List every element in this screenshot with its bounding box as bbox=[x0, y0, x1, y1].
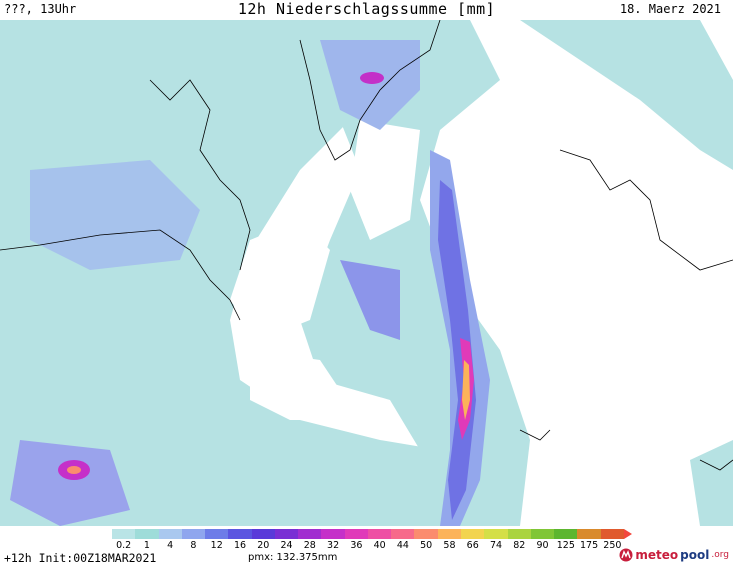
scale-label: 82 bbox=[513, 540, 526, 551]
precip-greenland bbox=[320, 40, 420, 130]
scale-label: 28 bbox=[303, 540, 316, 551]
scale-label: 16 bbox=[233, 540, 247, 551]
dry-area-2 bbox=[350, 120, 420, 240]
scale-swatch bbox=[530, 529, 555, 539]
scale-swatch bbox=[507, 529, 531, 539]
precip-storm-southwest bbox=[10, 440, 130, 526]
scale-swatch bbox=[391, 529, 415, 539]
logo-text-meteo: meteo bbox=[635, 548, 679, 562]
scale-label: 125 bbox=[556, 540, 575, 551]
scale-swatch bbox=[228, 529, 252, 539]
logo-text-org: .org bbox=[711, 550, 729, 560]
scale-label: 20 bbox=[257, 540, 270, 551]
scale-label: 58 bbox=[443, 540, 456, 551]
meteopool-logo[interactable]: meteo pool .org bbox=[619, 548, 729, 562]
scale-swatch bbox=[274, 529, 299, 539]
precip-field-southeast bbox=[690, 440, 733, 526]
scale-label: 12 bbox=[210, 540, 223, 551]
precip-scale-labels: 0.2 1 4 8 12 16 20 24 28 32 36 40 44 50 58 66 74 82 90 125 1… bbox=[112, 540, 632, 552]
logo-text-pool: pool bbox=[680, 548, 710, 562]
scale-label: 44 bbox=[396, 540, 409, 551]
scale-swatch bbox=[112, 529, 136, 539]
forecast-time-label: ???, 13Uhr bbox=[4, 2, 77, 16]
map-title: 12h Niederschlagssumme [mm] bbox=[237, 0, 496, 18]
scale-swatch bbox=[344, 529, 368, 539]
precip-field-west bbox=[0, 20, 450, 526]
scale-label: 1 bbox=[143, 540, 150, 551]
precip-field-east bbox=[520, 20, 733, 170]
scale-swatch bbox=[437, 529, 461, 539]
precipitation-map bbox=[0, 20, 733, 526]
scale-swatch bbox=[600, 529, 624, 539]
scale-swatch bbox=[135, 529, 159, 539]
logo-icon bbox=[619, 548, 633, 562]
scale-swatch bbox=[205, 529, 229, 539]
scale-label: 66 bbox=[466, 540, 479, 551]
max-precip-value: pmx: 132.375mm bbox=[248, 552, 338, 563]
scale-swatch bbox=[251, 529, 275, 539]
scale-swatch bbox=[298, 529, 322, 539]
scale-swatch bbox=[414, 529, 438, 539]
dry-area-4 bbox=[250, 350, 360, 420]
scale-label: 32 bbox=[327, 540, 340, 551]
precip-storm-central bbox=[340, 260, 400, 340]
coastlines bbox=[0, 20, 733, 471]
scale-label: 36 bbox=[350, 540, 363, 551]
forecast-date: 18. Maerz 2021 bbox=[619, 2, 721, 16]
scale-swatch bbox=[460, 529, 485, 539]
precip-color-scale bbox=[112, 529, 632, 539]
scale-swatch bbox=[577, 529, 601, 539]
scale-swatch bbox=[158, 529, 182, 539]
precip-canada bbox=[30, 160, 200, 270]
scale-arrow bbox=[623, 529, 632, 539]
precip-core-band-inner bbox=[462, 360, 470, 420]
scale-swatch bbox=[554, 529, 578, 539]
run-info: +12h Init:00Z18MAR2021 bbox=[4, 551, 157, 565]
scale-label: 175 bbox=[580, 540, 599, 551]
scale-label: 74 bbox=[489, 540, 503, 551]
scale-label: 50 bbox=[420, 540, 433, 551]
dry-area-1 bbox=[230, 220, 330, 340]
scale-label: 0.2 bbox=[116, 540, 132, 551]
scale-swatch bbox=[484, 529, 508, 539]
precip-core-southwest-inner bbox=[67, 466, 81, 474]
scale-swatch bbox=[321, 529, 345, 539]
scale-swatch bbox=[181, 529, 206, 539]
precip-band-inner bbox=[438, 180, 476, 520]
scale-swatch bbox=[367, 529, 392, 539]
scale-label: 4 bbox=[167, 540, 174, 551]
scale-label: 90 bbox=[536, 540, 549, 551]
scale-label: 24 bbox=[280, 540, 293, 551]
dry-area-3 bbox=[520, 180, 733, 440]
scale-label: 250 bbox=[603, 540, 622, 551]
precip-core-greenland bbox=[360, 72, 384, 84]
scale-label: 40 bbox=[373, 540, 386, 551]
scale-label: 8 bbox=[190, 540, 197, 551]
